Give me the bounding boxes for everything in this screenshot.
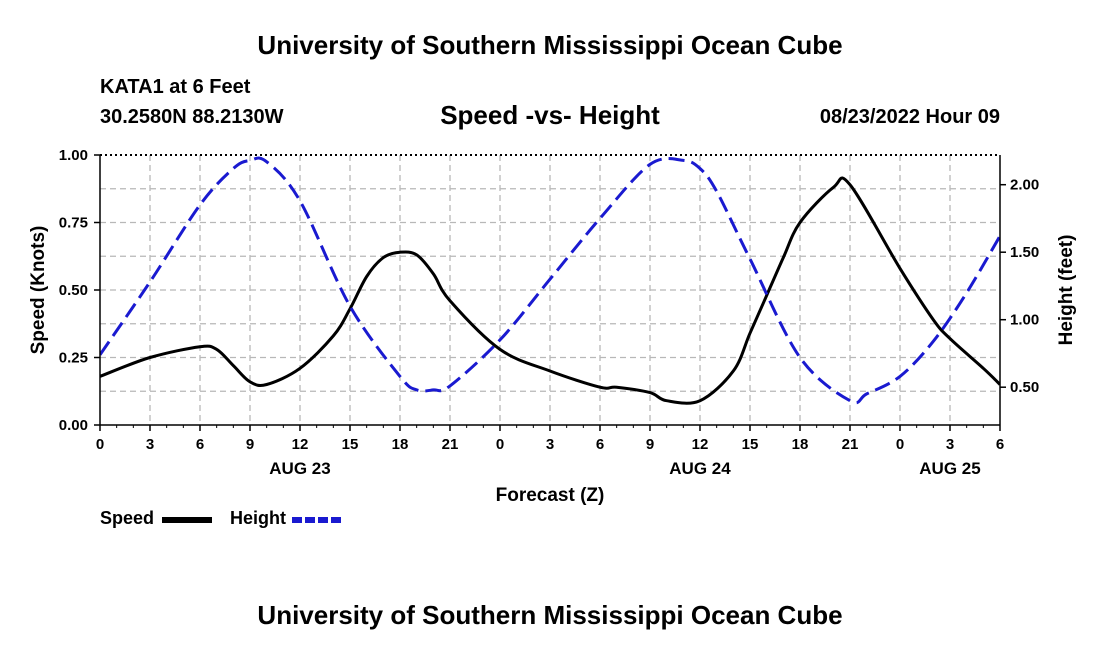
y-left-tick-label: 0.75 (59, 215, 88, 232)
day-label: AUG 24 (669, 459, 731, 478)
x-tick-label: 21 (442, 436, 459, 453)
page-title-top: University of Southern Mississippi Ocean… (257, 30, 843, 60)
y-right-tick-label: 0.50 (1010, 379, 1039, 396)
x-tick-label: 6 (196, 436, 204, 453)
x-tick-label: 15 (742, 436, 759, 453)
y-right-tick-label: 1.00 (1010, 312, 1039, 329)
x-tick-label: 15 (342, 436, 359, 453)
x-tick-label: 12 (292, 436, 309, 453)
y-left-axis-title: Speed (Knots) (28, 226, 49, 355)
chart-labels: 0 3 6 9 12 15 18 21 0 3 6 9 12 15 18 21 0 3 6 0.00 0.25 0.50 0… (28, 147, 1077, 506)
y-left-tick-label: 0.00 (59, 417, 88, 434)
x-tick-label: 9 (246, 436, 254, 453)
x-tick-label: 6 (596, 436, 604, 453)
x-axis-title: Forecast (Z) (496, 485, 605, 506)
forecast-datetime: 08/23/2022 Hour 09 (819, 106, 1000, 128)
legend-height-label: Height (230, 508, 286, 528)
y-right-axis-title: Height (feet) (1056, 235, 1077, 346)
series-line-height (100, 156, 1000, 405)
y-left-tick-label: 1.00 (59, 147, 88, 164)
chart-axes (94, 154, 1006, 431)
x-tick-label: 0 (496, 436, 504, 453)
series-line-speed (100, 176, 1000, 405)
x-tick-label: 21 (842, 436, 859, 453)
page-title-bottom: University of Southern Mississippi Ocean… (257, 600, 843, 630)
x-tick-label: 6 (996, 436, 1004, 453)
day-label: AUG 25 (919, 459, 980, 478)
speed-height-chart: 0 3 6 9 12 15 18 21 0 3 6 9 12 15 18 21 0 3 6 0.00 0.25 0.50 0… (28, 147, 1077, 506)
y-left-tick-label: 0.25 (59, 350, 88, 367)
chart-title: Speed -vs- Height (440, 100, 660, 130)
series-layer (100, 156, 1000, 405)
y-right-tick-label: 2.00 (1010, 177, 1039, 194)
y-right-tick-label: 1.50 (1010, 244, 1039, 261)
legend-speed-label: Speed (100, 508, 155, 528)
x-tick-label: 3 (946, 436, 954, 453)
x-tick-label: 0 (96, 436, 104, 453)
x-tick-label: 9 (646, 436, 654, 453)
legend-height-swatch (292, 517, 342, 523)
legend-speed-swatch (162, 517, 212, 523)
x-tick-label: 0 (896, 436, 904, 453)
x-tick-label: 18 (792, 436, 809, 453)
x-tick-label: 3 (146, 436, 154, 453)
station-name: KATA1 at 6 Feet (100, 76, 251, 98)
station-coords: 30.2580N 88.2130W (100, 106, 284, 128)
x-tick-label: 12 (692, 436, 709, 453)
x-tick-label: 3 (546, 436, 554, 453)
day-label: AUG 23 (269, 459, 330, 478)
chart-grid (100, 155, 1000, 425)
y-left-tick-label: 0.50 (59, 282, 88, 299)
x-tick-label: 18 (392, 436, 409, 453)
